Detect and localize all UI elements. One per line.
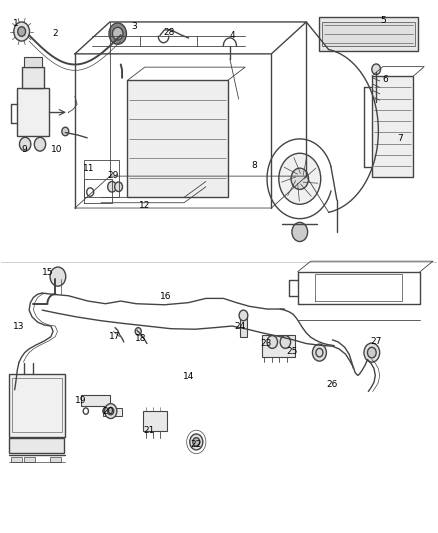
Text: 5: 5 — [380, 17, 385, 26]
Circle shape — [18, 27, 25, 36]
Text: 19: 19 — [75, 396, 86, 405]
Circle shape — [239, 310, 248, 321]
Bar — [103, 408, 122, 416]
Text: 14: 14 — [183, 372, 194, 381]
Text: 25: 25 — [286, 347, 298, 356]
Circle shape — [14, 22, 29, 41]
Bar — [24, 457, 35, 462]
Bar — [372, 76, 413, 177]
Text: 3: 3 — [131, 22, 137, 31]
Text: 15: 15 — [42, 269, 53, 277]
Text: 2: 2 — [53, 29, 58, 38]
Circle shape — [291, 168, 308, 189]
Bar — [81, 395, 110, 406]
Text: 24: 24 — [234, 321, 246, 330]
Circle shape — [280, 336, 290, 349]
Circle shape — [193, 438, 200, 446]
Bar — [262, 335, 294, 357]
Text: 4: 4 — [229, 31, 235, 40]
Text: 20: 20 — [102, 407, 113, 416]
Bar — [11, 457, 21, 462]
Circle shape — [135, 328, 141, 335]
Circle shape — [108, 181, 117, 192]
Text: 8: 8 — [251, 161, 257, 170]
Text: 21: 21 — [144, 426, 155, 435]
Bar — [127, 80, 228, 197]
Bar — [24, 56, 42, 67]
Text: 27: 27 — [371, 337, 382, 346]
Text: 13: 13 — [13, 321, 25, 330]
Circle shape — [62, 127, 69, 136]
Circle shape — [279, 154, 321, 204]
Circle shape — [267, 336, 278, 349]
Circle shape — [292, 222, 307, 241]
Bar — [21, 67, 44, 88]
Text: 12: 12 — [139, 201, 151, 210]
Text: 11: 11 — [83, 164, 95, 173]
Bar — [143, 411, 166, 431]
Circle shape — [364, 343, 380, 362]
Text: 26: 26 — [326, 380, 337, 389]
Circle shape — [105, 403, 117, 418]
Circle shape — [115, 182, 123, 191]
Circle shape — [372, 64, 381, 75]
Text: 17: 17 — [110, 332, 121, 341]
Bar — [9, 374, 65, 437]
Text: 9: 9 — [22, 145, 28, 154]
Text: 10: 10 — [51, 145, 62, 154]
Circle shape — [312, 344, 326, 361]
Circle shape — [50, 267, 66, 286]
Bar — [319, 17, 418, 51]
Text: 7: 7 — [397, 134, 403, 143]
Bar — [322, 22, 415, 46]
Text: 1: 1 — [13, 19, 19, 28]
Text: 22: 22 — [190, 440, 201, 449]
Text: 18: 18 — [134, 334, 146, 343]
Text: 16: 16 — [160, 292, 172, 301]
Circle shape — [367, 348, 376, 358]
Text: 23: 23 — [261, 339, 272, 348]
Circle shape — [108, 407, 114, 415]
Circle shape — [19, 138, 31, 151]
Bar — [17, 88, 49, 136]
Text: 29: 29 — [108, 171, 119, 180]
Text: 6: 6 — [382, 75, 388, 84]
Bar — [10, 438, 64, 453]
Text: 28: 28 — [163, 28, 174, 37]
Bar — [240, 316, 247, 337]
Bar — [12, 378, 62, 432]
Circle shape — [109, 23, 127, 44]
Bar — [50, 457, 61, 462]
Circle shape — [113, 27, 123, 40]
Circle shape — [190, 434, 203, 450]
Circle shape — [34, 138, 46, 151]
